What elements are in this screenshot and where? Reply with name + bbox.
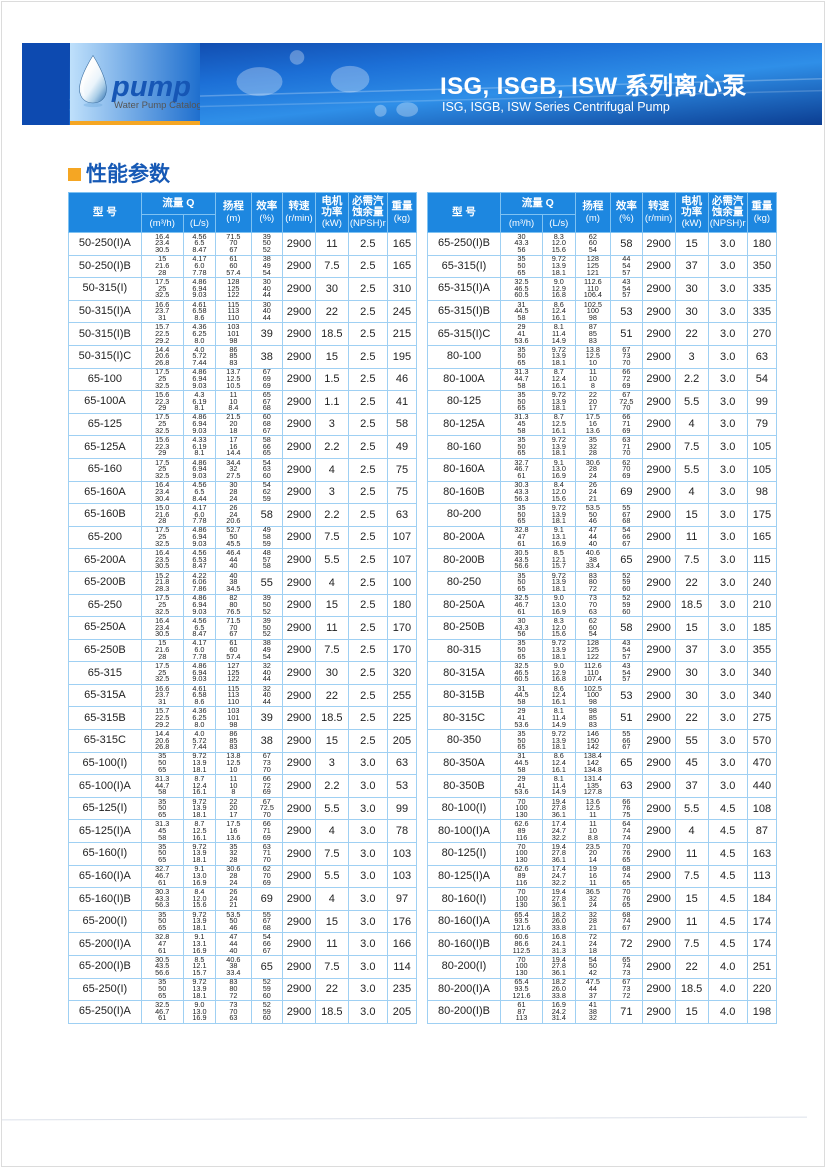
svg-text:Water Pump Catalog: Water Pump Catalog [114,100,200,111]
svg-text:pump: pump [111,71,191,103]
